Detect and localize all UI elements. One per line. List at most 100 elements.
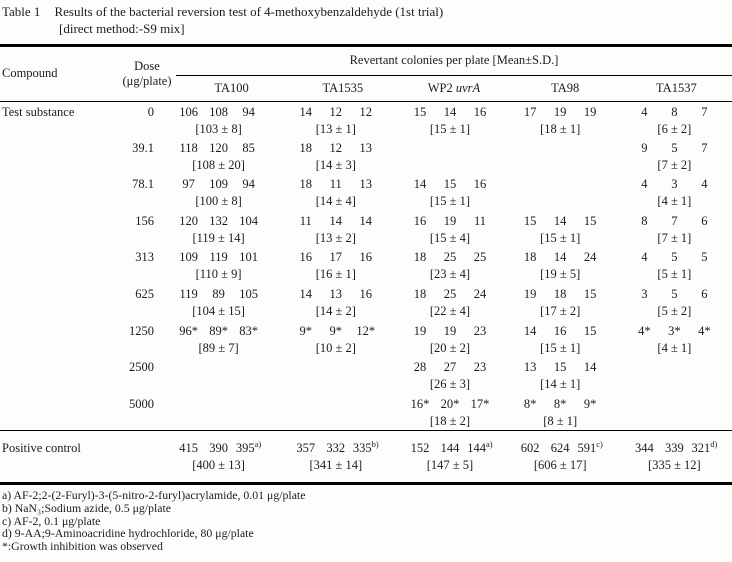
plate-counts-cell: 9* 9* 12* [10 ± 2]	[287, 321, 398, 358]
plate-count-value: 12	[359, 104, 373, 119]
plate-count-values: 602 624 591c)	[505, 438, 616, 457]
plate-count-value: 390	[209, 440, 228, 455]
compound-cell	[0, 284, 118, 321]
plate-count-value: 5	[671, 140, 678, 155]
plate-count-values: 120 132 104	[163, 213, 274, 230]
mean-sd-value: [89 ± 7]	[198, 340, 239, 355]
plate-count-values: 14 13 16	[280, 286, 391, 303]
plate-counts-cell: 118 120 85 [108 ± 20]	[176, 138, 287, 175]
plate-count-value: 15	[413, 104, 427, 119]
plate-count-value: 4	[641, 104, 648, 119]
mean-sd-value: [4 ± 1]	[657, 340, 692, 355]
plate-count-value: 16	[359, 250, 373, 265]
plate-count-value: 16*	[410, 396, 430, 411]
plate-count-value: 14	[299, 286, 313, 301]
plate-counts-box: 118 120 85 [108 ± 20]	[163, 138, 274, 174]
plate-counts-cell	[287, 394, 398, 431]
dose-row: 78.1 97 109 94 [100 ± 8] 18 11 13 [14 ± 4] 14 15 16…	[0, 174, 732, 211]
plate-count-value: 20*	[440, 396, 460, 411]
table-caption-line1: Table 1 Results of the bacterial reversio…	[2, 4, 732, 21]
header-row-strains: TA100 TA1535 WP2 uvrA TA98 TA1537	[0, 75, 732, 102]
plate-count-value: 25	[443, 250, 457, 265]
plate-count-values: 15 14 15	[505, 213, 616, 230]
plate-count-value: 14	[329, 213, 343, 228]
plate-count-number: 321	[691, 440, 711, 455]
plate-count-value: 28	[413, 360, 427, 375]
plate-count-value: 7	[671, 213, 678, 228]
plate-counts-box	[394, 138, 505, 140]
mean-sd-value: [15 ± 4]	[429, 230, 471, 245]
plate-counts-cell: 14 12 12 [13 ± 1]	[287, 101, 398, 138]
strain-name: TA1537	[656, 80, 697, 95]
compound-cell	[0, 211, 118, 248]
plate-count-value: 23	[473, 323, 487, 338]
mean-sd-value: [5 ± 1]	[657, 267, 692, 282]
plate-counts-cell: 106 108 94 [103 ± 8]	[176, 101, 287, 138]
plate-count-value: 13	[329, 286, 343, 301]
mean-sd-value: [5 ± 2]	[657, 303, 692, 318]
plate-count-value: 5	[701, 250, 708, 265]
plate-count-value: 109	[179, 250, 198, 265]
dose-value: 156	[135, 213, 154, 228]
plate-counts-cell: 119 89 105 [104 ± 15]	[176, 284, 287, 321]
plate-count-number: 335	[352, 440, 372, 455]
plate-counts-box: 15 14 15 [15 ± 1]	[505, 211, 616, 247]
dose-row: 5000 16* 20* 17* [18 ± 2] 8* 8* 9* [8 ± 1]	[0, 394, 732, 431]
mean-sd-value: [400 ± 13]	[192, 457, 245, 472]
plate-count-value: 24	[473, 286, 487, 301]
plate-count-value: 14	[443, 104, 457, 119]
plate-counts-cell: 4 8 7 [6 ± 2]	[621, 101, 732, 138]
plate-counts-box: 11 14 14 [13 ± 2]	[280, 211, 391, 247]
plate-counts-box: 15 14 16 [15 ± 1]	[394, 102, 505, 138]
plate-count-value: 339	[665, 440, 684, 455]
plate-counts-box: 14 12 12 [13 ± 1]	[280, 102, 391, 138]
plate-count-value: 6	[701, 213, 708, 228]
plate-counts-cell: 16* 20* 17* [18 ± 2]	[398, 394, 509, 431]
plate-count-value: 83*	[239, 323, 258, 338]
table-top-rule	[0, 44, 732, 47]
plate-count-value: 14	[359, 213, 373, 228]
column-header-wp2-uvra: WP2 uvrA	[398, 75, 510, 102]
footnote: a) AF-2;2-(2-Furyl)-3-(5-nitro-2-furyl)a…	[2, 488, 306, 503]
plate-count-value: 16	[553, 323, 567, 338]
plate-count-values: 16* 20* 17*	[394, 396, 505, 413]
plate-count-values: 106 108 94	[163, 104, 274, 121]
plate-count-value: 13	[523, 360, 537, 375]
mean-sd-value: [18 ± 2]	[429, 413, 471, 428]
plate-counts-cell: 18 14 24 [19 ± 5]	[510, 247, 621, 284]
dose-value: 0	[147, 104, 154, 119]
plate-counts-box: 8 7 6 [7 ± 1]	[619, 211, 730, 247]
plate-counts-cell: 15 14 16 [15 ± 1]	[398, 101, 509, 138]
plate-count-value: 101	[239, 250, 258, 265]
mean-sd-value: [23 ± 4]	[429, 267, 471, 282]
footnote-marker: d)	[710, 438, 718, 449]
plate-counts-box: 14 13 16 [14 ± 2]	[280, 284, 391, 320]
footnotes: a) AF-2;2-(2-Furyl)-3-(5-nitro-2-furyl)a…	[0, 485, 732, 552]
footnote-marker: c)	[596, 438, 603, 449]
dose-row: Test substance 0 106 108 94 [103 ± 8] 14 12 12 [1…	[0, 101, 732, 138]
plate-counts-cell: 97 109 94 [100 ± 8]	[176, 174, 287, 211]
plate-counts-box: 18 25 25 [23 ± 4]	[394, 247, 505, 283]
header-dose-line2: (μg/plate)	[122, 73, 172, 88]
plate-count-value: 591c)	[575, 438, 605, 457]
plate-counts-cell: 18 25 25 [23 ± 4]	[398, 247, 509, 284]
plate-counts-box: 14 16 15 [15 ± 1]	[505, 321, 616, 357]
plate-counts-box: 109 119 101 [110 ± 9]	[163, 247, 274, 283]
table-caption-block: Table 1 Results of the bacterial reversio…	[0, 0, 732, 37]
plate-count-values: 415 390 395a)	[163, 439, 274, 457]
plate-counts-box	[505, 138, 616, 140]
plate-count-value: 97	[182, 177, 195, 192]
plate-count-values: 18 11 13	[280, 176, 391, 193]
plate-counts-box: 19 18 15 [17 ± 2]	[505, 284, 616, 320]
plate-counts-box: 18 25 24 [22 ± 4]	[394, 284, 505, 320]
plate-counts-box	[163, 357, 274, 359]
plate-count-values: 97 109 94	[163, 176, 274, 193]
dose-value: 1250	[129, 323, 154, 338]
plate-count-value: 16	[473, 104, 487, 119]
plate-count-value: 335b)	[351, 439, 381, 457]
plate-counts-cell: 14 15 16 [15 ± 1]	[398, 174, 509, 211]
results-table: Compound Dose (μg/plate) Revertant colon…	[0, 47, 732, 483]
mean-sd-value: [108 ± 20]	[192, 157, 245, 172]
header-dose: Dose (μg/plate)	[118, 47, 176, 102]
plate-count-value: 9	[641, 140, 648, 155]
